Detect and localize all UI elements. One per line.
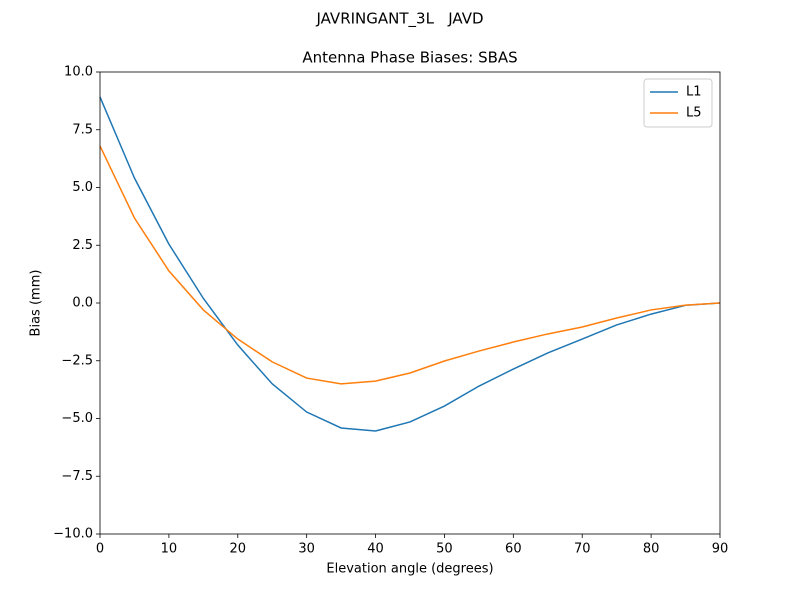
- x-tick-label: 10: [161, 542, 178, 557]
- line-series: [99, 145, 721, 385]
- x-tick-label: 60: [505, 542, 522, 557]
- y-tick-label: 7.5: [72, 122, 93, 137]
- y-tick-label: −2.5: [61, 353, 93, 368]
- plot-frame: [99, 71, 721, 535]
- y-tick-label: 0.0: [72, 296, 93, 311]
- legend-label: L1: [686, 85, 702, 100]
- legend-box: [643, 78, 713, 128]
- x-tick-label: 80: [643, 542, 660, 557]
- x-tick-label: 50: [436, 542, 453, 557]
- y-tick-label: 2.5: [72, 238, 93, 253]
- y-tick-label: 10.0: [64, 65, 93, 80]
- x-tick-label: 70: [574, 542, 591, 557]
- y-tick-label: −10.0: [53, 527, 93, 542]
- y-axis-label: Bias (mm): [29, 270, 44, 337]
- chart-title: Antenna Phase Biases: SBAS: [302, 49, 517, 67]
- y-tick-label: −7.5: [61, 469, 93, 484]
- x-tick-label: 0: [96, 542, 104, 557]
- suptitle: JAVRINGANT_3L JAVD: [315, 10, 483, 29]
- x-tick-label: 90: [712, 542, 729, 557]
- x-tick-label: 40: [367, 542, 384, 557]
- x-tick-label: 20: [230, 542, 247, 557]
- y-tick-label: 5.0: [72, 180, 93, 195]
- x-tick-label: 30: [298, 542, 315, 557]
- line-series: [99, 96, 721, 432]
- y-tick-label: −5.0: [61, 411, 93, 426]
- x-axis-label: Elevation angle (degrees): [326, 562, 493, 577]
- legend-label: L5: [686, 106, 702, 121]
